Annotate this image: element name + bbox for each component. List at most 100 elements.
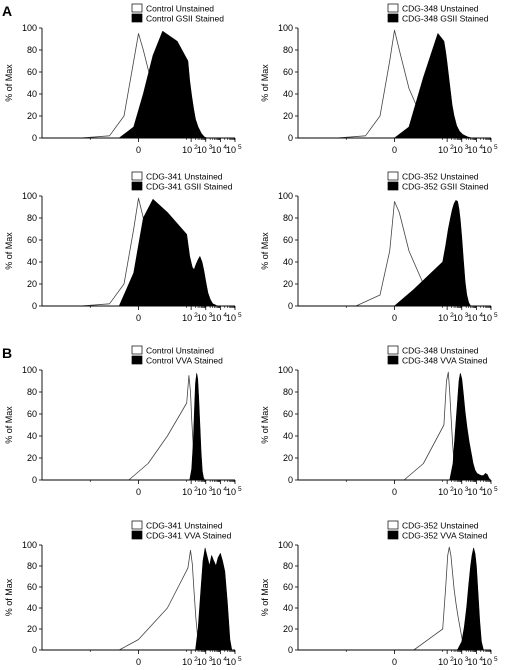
x-tick-exponent: 3	[209, 144, 213, 151]
x-tick-label: 10	[467, 313, 477, 323]
x-tick-exponent: 2	[450, 312, 454, 319]
y-tick-label: 100	[278, 365, 293, 375]
y-tick-label: 40	[283, 257, 293, 267]
x-tick-exponent: 2	[194, 486, 198, 493]
unstained-histogram	[413, 546, 467, 651]
x-tick-label: 10	[438, 145, 448, 155]
y-axis-label: % of Max	[4, 578, 14, 616]
x-tick-label: 10	[226, 145, 236, 155]
y-tick-label: 20	[27, 111, 37, 121]
x-tick-label: 10	[438, 313, 448, 323]
y-tick-label: 100	[22, 365, 37, 375]
y-tick-label: 40	[283, 431, 293, 441]
x-tick-label: 10	[453, 145, 463, 155]
x-tick-label: 10	[211, 487, 221, 497]
y-tick-label: 40	[283, 603, 293, 613]
x-tick-exponent: 5	[494, 144, 498, 151]
stained-histogram	[394, 200, 471, 307]
x-tick-label: 0	[392, 657, 397, 667]
x-tick-label: 10	[226, 487, 236, 497]
y-tick-label: 60	[283, 235, 293, 245]
legend-entry: CDG-352 VVA Stained	[402, 531, 488, 541]
y-tick-label: 80	[27, 387, 37, 397]
x-tick-exponent: 3	[465, 486, 469, 493]
legend-swatch	[131, 345, 143, 355]
y-tick-label: 0	[288, 301, 293, 311]
legend-entry: CDG-348 Unstained	[402, 4, 479, 14]
x-tick-label: 10	[226, 313, 236, 323]
y-tick-label: 100	[22, 23, 37, 33]
x-tick-label: 10	[453, 313, 463, 323]
stained-histogram	[394, 33, 473, 139]
y-tick-label: 40	[27, 603, 37, 613]
x-tick-exponent: 5	[494, 312, 498, 319]
y-tick-label: 100	[22, 191, 37, 201]
legend-entry: CDG-352 Unstained	[402, 172, 479, 182]
x-tick-label: 10	[467, 657, 477, 667]
y-axis-label: % of Max	[260, 64, 270, 102]
legend-entry: Control Unstained	[146, 346, 214, 356]
y-tick-label: 0	[32, 301, 37, 311]
legend-entry: CDG-348 VVA Stained	[402, 356, 488, 366]
x-tick-exponent: 2	[450, 144, 454, 151]
legend-entry: CDG-341 GSII Stained	[146, 182, 233, 192]
stained-histogram	[449, 373, 491, 481]
x-tick-exponent: 2	[194, 144, 198, 151]
y-tick-label: 20	[27, 624, 37, 634]
x-tick-label: 0	[136, 313, 141, 323]
x-tick-label: 10	[467, 145, 477, 155]
legend-swatch	[131, 171, 143, 181]
stained-histogram	[457, 547, 484, 651]
y-tick-label: 80	[283, 213, 293, 223]
legend-swatch	[387, 181, 399, 191]
y-tick-label: 100	[278, 23, 293, 33]
x-tick-exponent: 4	[223, 656, 227, 663]
y-tick-label: 60	[283, 67, 293, 77]
legend-entry: CDG-348 Unstained	[402, 346, 479, 356]
legend-swatch	[387, 355, 399, 365]
x-tick-label: 10	[467, 487, 477, 497]
legend-entry: CDG-348 GSII Stained	[402, 14, 489, 24]
x-tick-exponent: 3	[209, 486, 213, 493]
x-tick-exponent: 3	[209, 656, 213, 663]
panel-label-a: A	[2, 3, 12, 19]
x-tick-label: 10	[182, 145, 192, 155]
y-tick-label: 60	[283, 582, 293, 592]
legend-swatch	[131, 13, 143, 23]
legend-swatch	[131, 181, 143, 191]
x-tick-exponent: 2	[194, 656, 198, 663]
x-tick-exponent: 5	[238, 656, 242, 663]
y-axis-label: % of Max	[260, 578, 270, 616]
y-tick-label: 40	[27, 257, 37, 267]
x-tick-label: 10	[182, 657, 192, 667]
y-axis-label: % of Max	[4, 406, 14, 444]
y-tick-label: 60	[27, 409, 37, 419]
x-tick-label: 10	[211, 145, 221, 155]
x-tick-exponent: 4	[479, 312, 483, 319]
x-tick-exponent: 4	[479, 656, 483, 663]
stained-histogram	[118, 199, 218, 307]
x-tick-label: 0	[392, 487, 397, 497]
x-tick-exponent: 4	[223, 312, 227, 319]
legend-entry: Control VVA Stained	[146, 356, 223, 366]
x-tick-label: 0	[136, 657, 141, 667]
y-tick-label: 100	[278, 540, 293, 550]
y-tick-label: 20	[283, 279, 293, 289]
y-tick-label: 0	[32, 645, 37, 655]
x-tick-exponent: 2	[194, 312, 198, 319]
y-tick-label: 80	[27, 213, 37, 223]
y-tick-label: 80	[27, 45, 37, 55]
stained-histogram	[189, 373, 205, 481]
y-tick-label: 60	[27, 67, 37, 77]
legend-swatch	[131, 355, 143, 365]
legend-entry: CDG-352 Unstained	[402, 521, 479, 531]
y-tick-label: 80	[283, 45, 293, 55]
x-tick-label: 10	[182, 313, 192, 323]
x-tick-exponent: 4	[223, 144, 227, 151]
x-tick-exponent: 5	[238, 312, 242, 319]
